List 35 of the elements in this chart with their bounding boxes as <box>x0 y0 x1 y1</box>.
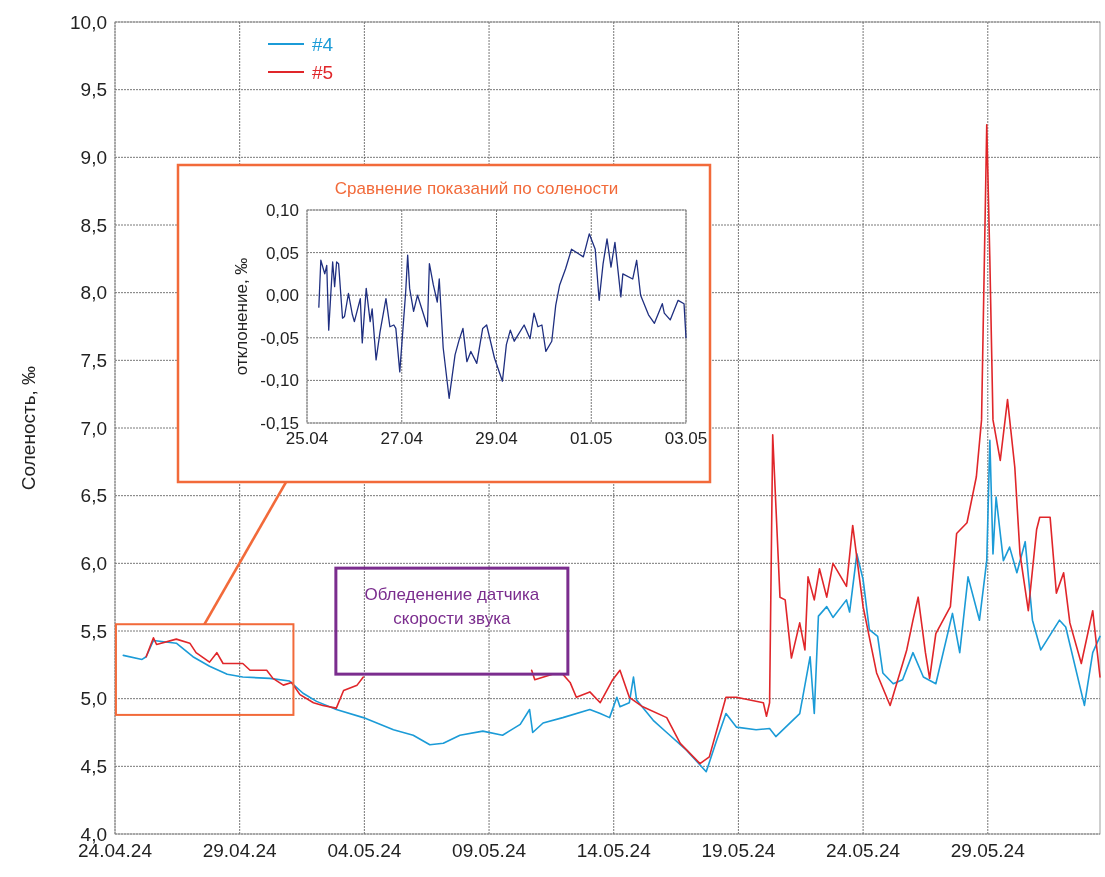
y-tick-label: 0,00 <box>265 286 299 306</box>
y-tick-label: 9,5 <box>80 79 107 101</box>
y-tick-label: -0,10 <box>260 371 299 391</box>
y-tick-label: 9,0 <box>80 146 107 168</box>
y-tick-label: 0,05 <box>265 243 299 263</box>
chart-title: Сравнение показаний по солености <box>334 179 619 198</box>
y-tick-label: 6,0 <box>80 552 107 574</box>
y-tick-label: 7,0 <box>80 417 107 439</box>
legend-label: #4 <box>312 33 334 55</box>
y-tick-label: 5,0 <box>80 688 107 710</box>
x-tick-label: 01.05 <box>569 429 613 448</box>
y-tick-label: 4,0 <box>80 823 107 845</box>
x-tick-label: 29.05.24 <box>950 840 1026 861</box>
x-tick-label: 29.04.24 <box>202 840 278 861</box>
y-tick-label: 8,5 <box>80 214 107 236</box>
y-tick-label: 7,5 <box>80 349 107 371</box>
y-tick-label: 8,0 <box>80 282 107 304</box>
y-tick-label: 6,5 <box>80 485 107 507</box>
y-axis-title: отклонение, ‰ <box>232 257 251 376</box>
y-tick-label: 10,0 <box>70 11 107 33</box>
y-axis-title: Соленость, ‰ <box>18 365 39 491</box>
x-tick-label: 19.05.24 <box>701 840 776 861</box>
y-tick-label: 5,5 <box>80 620 107 642</box>
legend-label: #5 <box>312 61 334 83</box>
y-tick-label: 0,10 <box>265 200 299 220</box>
annotation: Обледенение датчика скорости звука <box>364 585 540 629</box>
x-tick-label: 03.05 <box>664 429 708 448</box>
x-tick-label: 24.05.24 <box>826 840 901 861</box>
x-tick-label: 29.04 <box>475 429 518 448</box>
x-tick-label: 27.04 <box>380 429 424 448</box>
y-tick-label: 4,5 <box>80 755 107 777</box>
y-tick-label: -0,05 <box>260 328 299 348</box>
x-tick-label: 09.05.24 <box>452 840 527 861</box>
x-tick-label: 04.05.24 <box>327 840 402 861</box>
x-tick-label: 14.05.24 <box>576 840 652 861</box>
